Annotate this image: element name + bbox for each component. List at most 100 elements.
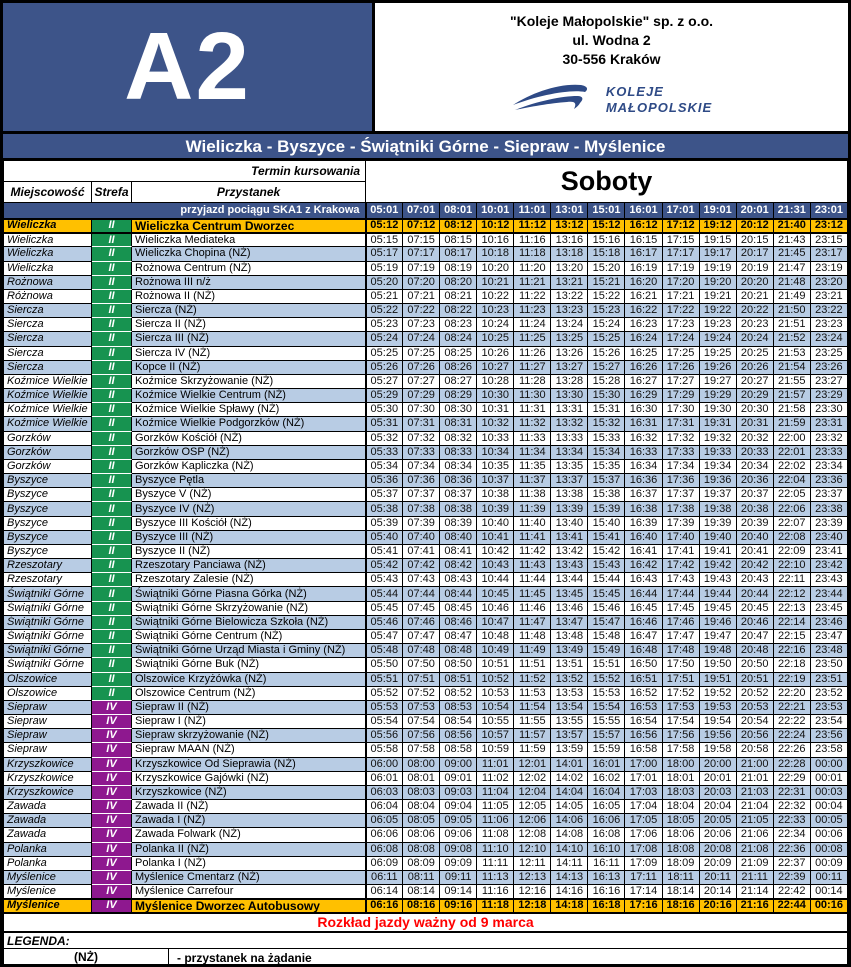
table-row: Siercza II Siercza III (NŻ) 05:24 07:24 08:24…: [3, 331, 848, 347]
time-cell: 15:32: [587, 416, 626, 432]
time-cell: 11:33: [513, 430, 552, 446]
time-cell: 16:56: [624, 728, 663, 744]
time-cell: 17:15: [661, 232, 700, 248]
time-cell: 21:14: [735, 884, 774, 900]
ska-time-header: 23:01: [809, 202, 848, 219]
table-row: Rożnowa II Rożnowa III n/ż 05:20 07:20 08:20 1…: [3, 274, 848, 290]
time-cell: 10:59: [476, 742, 515, 758]
municipality-cell: Olszowice: [3, 671, 92, 687]
stop-cell: Siercza II (NŻ): [130, 317, 367, 333]
time-cell: 16:42: [624, 558, 663, 574]
time-cell: 17:52: [661, 685, 700, 701]
time-cell: 07:17: [402, 246, 441, 262]
time-cell: 22:18: [772, 657, 811, 673]
time-cell: 16:18: [587, 897, 626, 914]
time-cell: 10:45: [476, 586, 515, 602]
time-cell: 20:33: [735, 444, 774, 460]
time-cell: 06:09: [364, 855, 404, 871]
header-row-termin: Termin kursowania Soboty: [3, 160, 848, 203]
time-cell: 23:29: [809, 388, 848, 404]
time-cell: 22:31: [772, 784, 811, 801]
time-cell: 20:03: [698, 784, 737, 801]
time-cell: 11:59: [513, 742, 552, 758]
time-cell: 20:58: [735, 742, 774, 758]
time-cell: 23:50: [809, 657, 848, 673]
time-cell: 15:59: [587, 742, 626, 758]
time-cell: 08:23: [439, 317, 478, 333]
stop-cell: Siepraw MAAN (NŻ): [130, 742, 367, 758]
zone-cell: II: [91, 274, 132, 290]
table-row: Gorzków II Gorzków Kościół (NŻ) 05:32 07:32 0…: [3, 430, 848, 446]
time-cell: 11:41: [513, 529, 552, 545]
ska-time-header: 05:01: [364, 202, 404, 219]
time-cell: 20:17: [735, 246, 774, 262]
time-cell: 11:05: [476, 799, 515, 815]
time-cell: 05:50: [364, 657, 404, 673]
stop-cell: Siercza IV (NŻ): [130, 345, 367, 361]
time-cell: 18:04: [661, 799, 700, 815]
stop-cell: Zawada Folwark (NŻ): [130, 827, 367, 843]
time-cell: 17:08: [624, 841, 663, 857]
stop-cell: Byszyce II (NŻ): [130, 543, 367, 560]
time-cell: 13:35: [550, 458, 589, 475]
time-cell: 17:26: [661, 359, 700, 375]
time-cell: 10:35: [476, 458, 515, 475]
time-cell: 11:32: [513, 416, 552, 432]
time-cell: 19:19: [698, 260, 737, 276]
time-cell: 15:47: [587, 614, 626, 630]
time-cell: 08:29: [439, 388, 478, 404]
time-cell: 10:41: [476, 529, 515, 545]
time-cell: 13:24: [550, 317, 589, 333]
time-cell: 17:41: [661, 543, 700, 560]
time-cell: 10:42: [476, 543, 515, 560]
zone-cell: II: [91, 373, 132, 390]
time-cell: 14:05: [550, 799, 589, 815]
time-cell: 11:34: [513, 444, 552, 460]
time-cell: 11:20: [513, 260, 552, 276]
zone-cell: IV: [91, 841, 132, 857]
time-cell: 05:48: [364, 643, 404, 659]
time-cell: 10:21: [476, 274, 515, 290]
time-cell: 23:15: [809, 232, 848, 248]
time-cell: 16:37: [624, 487, 663, 503]
zone-cell: IV: [91, 756, 132, 772]
time-cell: 09:01: [439, 770, 478, 786]
time-cell: 07:46: [402, 614, 441, 630]
time-cell: 05:33: [364, 444, 404, 460]
time-cell: 10:25: [476, 331, 515, 347]
time-cell: 10:26: [476, 345, 515, 361]
time-cell: 22:21: [772, 699, 811, 716]
time-cell: 07:42: [402, 558, 441, 574]
time-cell: 05:26: [364, 359, 404, 375]
time-cell: 05:43: [364, 572, 404, 588]
table-row: Olszowice II Olszowice Krzyżówka (NŻ) 05:51…: [3, 671, 848, 687]
time-cell: 22:02: [772, 458, 811, 475]
time-cell: 17:58: [661, 742, 700, 758]
zone-cell: II: [91, 586, 132, 602]
time-cell: 23:36: [809, 473, 848, 489]
time-cell: 11:47: [513, 614, 552, 630]
time-cell: 20:04: [698, 799, 737, 815]
time-cell: 19:31: [698, 416, 737, 432]
time-cell: 11:46: [513, 600, 552, 616]
time-cell: 05:42: [364, 558, 404, 574]
stop-cell: Rzeszotary Panciawa (NŻ): [130, 558, 367, 574]
municipality-cell: Polanka: [3, 841, 92, 857]
stop-cell: Siepraw I (NŻ): [130, 714, 367, 730]
stop-cell: Zawada II (NŻ): [130, 799, 367, 815]
time-cell: 13:26: [550, 345, 589, 361]
time-cell: 11:16: [513, 232, 552, 248]
time-cell: 22:22: [772, 714, 811, 730]
time-cell: 07:30: [402, 402, 441, 418]
time-cell: 20:21: [735, 288, 774, 305]
time-cell: 15:55: [587, 714, 626, 730]
time-cell: 19:36: [698, 473, 737, 489]
time-cell: 10:43: [476, 558, 515, 574]
time-cell: 07:43: [402, 572, 441, 588]
page-header: A2 "Koleje Małopolskie" sp. z o.o. ul. W…: [3, 3, 848, 134]
time-cell: 16:17: [624, 246, 663, 262]
time-cell: 21:04: [735, 799, 774, 815]
time-cell: 12:06: [513, 813, 552, 829]
time-cell: 22:08: [772, 529, 811, 545]
time-cell: 22:26: [772, 742, 811, 758]
